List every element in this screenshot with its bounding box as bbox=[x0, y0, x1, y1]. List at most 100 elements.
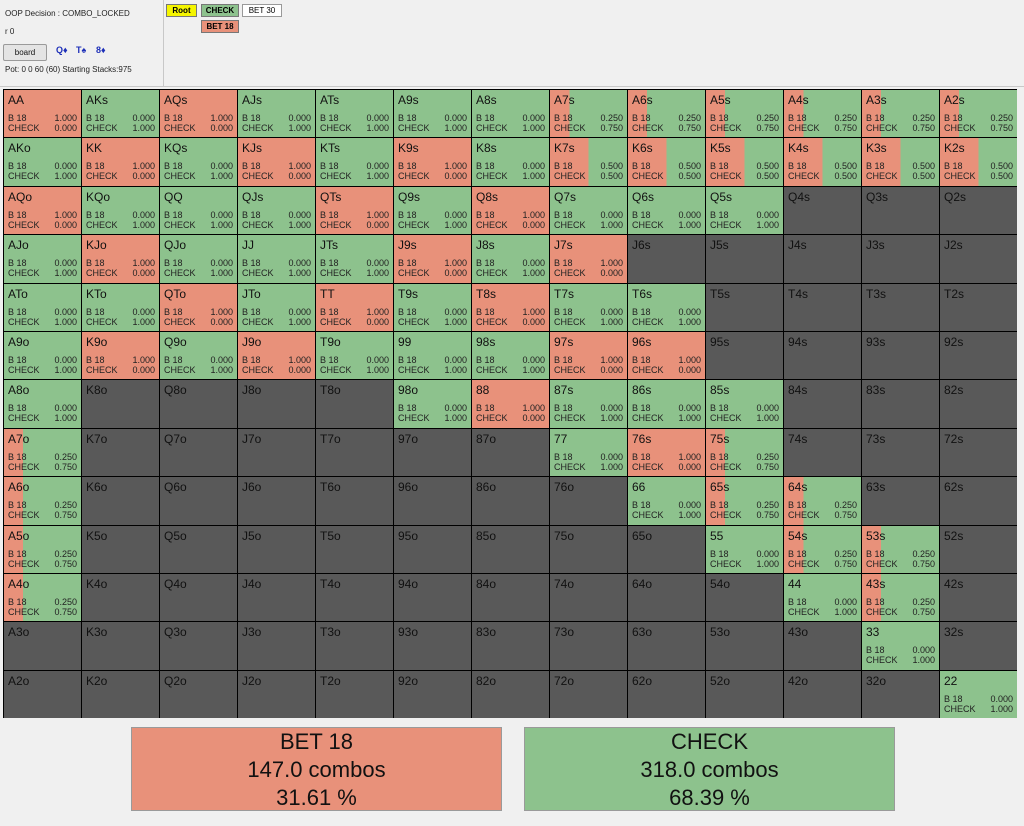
hand-cell[interactable]: QJo B 18 0.000 CHECK 1.000 bbox=[160, 235, 237, 283]
hand-cell[interactable]: JTs B 18 0.000 CHECK 1.000 bbox=[316, 235, 393, 283]
hand-cell[interactable]: Q2s bbox=[940, 186, 1017, 235]
hand-cell[interactable]: 54o bbox=[706, 574, 783, 622]
hand-cell[interactable]: 82o bbox=[472, 670, 549, 719]
hand-cell[interactable]: KK B 18 1.000 CHECK 0.000 bbox=[82, 138, 159, 186]
hand-cell[interactable]: A9s B 18 0.000 CHECK 1.000 bbox=[394, 90, 471, 138]
hand-cell[interactable]: 82s bbox=[940, 380, 1017, 428]
hand-cell[interactable]: K3o bbox=[82, 622, 159, 670]
hand-cell[interactable]: K4o bbox=[82, 574, 159, 622]
hand-cell[interactable]: 73o bbox=[550, 622, 627, 670]
hand-cell[interactable]: 72o bbox=[550, 670, 627, 719]
hand-cell[interactable]: 87o bbox=[472, 428, 549, 477]
hand-cell[interactable]: 95o bbox=[394, 525, 471, 573]
hand-cell[interactable]: 86o bbox=[472, 477, 549, 525]
hand-cell[interactable]: 96s B 18 1.000 CHECK 0.000 bbox=[628, 332, 705, 380]
hand-cell[interactable]: 62s bbox=[940, 477, 1017, 525]
tree-node-bet18[interactable]: BET 18 bbox=[201, 20, 239, 33]
hand-cell[interactable]: A8s B 18 0.000 CHECK 1.000 bbox=[472, 90, 549, 138]
hand-cell[interactable]: 96o bbox=[394, 477, 471, 525]
hand-cell[interactable]: A6s B 18 0.250 CHECK 0.750 bbox=[628, 90, 705, 138]
hand-cell[interactable]: K8o bbox=[82, 380, 159, 428]
hand-cell[interactable]: J5o bbox=[238, 525, 315, 573]
hand-cell[interactable]: 85o bbox=[472, 525, 549, 573]
hand-cell[interactable]: 72s bbox=[940, 428, 1017, 477]
hand-cell[interactable]: T8o bbox=[316, 380, 393, 428]
hand-cell[interactable]: AQo B 18 1.000 CHECK 0.000 bbox=[4, 186, 81, 235]
board-button[interactable]: board bbox=[3, 44, 47, 61]
hand-cell[interactable]: 95s bbox=[706, 332, 783, 380]
hand-cell[interactable]: AKs B 18 0.000 CHECK 1.000 bbox=[82, 90, 159, 138]
hand-cell[interactable]: K2s B 18 0.500 CHECK 0.500 bbox=[940, 138, 1017, 186]
hand-cell[interactable]: KQs B 18 0.000 CHECK 1.000 bbox=[160, 138, 237, 186]
hand-cell[interactable]: 93s bbox=[862, 332, 939, 380]
hand-cell[interactable]: J2o bbox=[238, 670, 315, 719]
hand-cell[interactable]: J8s B 18 0.000 CHECK 1.000 bbox=[472, 235, 549, 283]
hand-cell[interactable]: 75o bbox=[550, 525, 627, 573]
hand-cell[interactable]: T5o bbox=[316, 525, 393, 573]
hand-cell[interactable]: A2s B 18 0.250 CHECK 0.750 bbox=[940, 90, 1017, 138]
hand-cell[interactable]: AA B 18 1.000 CHECK 0.000 bbox=[4, 90, 81, 138]
hand-cell[interactable]: 52o bbox=[706, 670, 783, 719]
hand-cell[interactable]: Q9o B 18 0.000 CHECK 1.000 bbox=[160, 332, 237, 380]
hand-cell[interactable]: AJs B 18 0.000 CHECK 1.000 bbox=[238, 90, 315, 138]
hand-cell[interactable]: Q9s B 18 0.000 CHECK 1.000 bbox=[394, 186, 471, 235]
hand-cell[interactable]: AJo B 18 0.000 CHECK 1.000 bbox=[4, 235, 81, 283]
hand-cell[interactable]: 65s B 18 0.250 CHECK 0.750 bbox=[706, 477, 783, 525]
tree-node-root[interactable]: Root bbox=[166, 4, 197, 17]
hand-cell[interactable]: T6s B 18 0.000 CHECK 1.000 bbox=[628, 283, 705, 331]
hand-cell[interactable]: QTs B 18 1.000 CHECK 0.000 bbox=[316, 186, 393, 235]
hand-cell[interactable]: K5o bbox=[82, 525, 159, 573]
hand-cell[interactable]: 98o B 18 0.000 CHECK 1.000 bbox=[394, 380, 471, 428]
hand-cell[interactable]: 63s bbox=[862, 477, 939, 525]
hand-cell[interactable]: K7s B 18 0.500 CHECK 0.500 bbox=[550, 138, 627, 186]
hand-cell[interactable]: Q7o bbox=[160, 428, 237, 477]
hand-cell[interactable]: 32o bbox=[862, 670, 939, 719]
hand-cell[interactable]: A3s B 18 0.250 CHECK 0.750 bbox=[862, 90, 939, 138]
hand-cell[interactable]: J7s B 18 1.000 CHECK 0.000 bbox=[550, 235, 627, 283]
hand-cell[interactable]: A9o B 18 0.000 CHECK 1.000 bbox=[4, 332, 81, 380]
hand-cell[interactable]: J9s B 18 1.000 CHECK 0.000 bbox=[394, 235, 471, 283]
hand-cell[interactable]: 92s bbox=[940, 332, 1017, 380]
hand-cell[interactable]: 86s B 18 0.000 CHECK 1.000 bbox=[628, 380, 705, 428]
hand-cell[interactable]: KTs B 18 0.000 CHECK 1.000 bbox=[316, 138, 393, 186]
hand-cell[interactable]: 99 B 18 0.000 CHECK 1.000 bbox=[394, 332, 471, 380]
hand-cell[interactable]: A2o bbox=[4, 670, 81, 719]
hand-cell[interactable]: 44 B 18 0.000 CHECK 1.000 bbox=[784, 574, 861, 622]
hand-cell[interactable]: 54s B 18 0.250 CHECK 0.750 bbox=[784, 525, 861, 573]
hand-cell[interactable]: Q6o bbox=[160, 477, 237, 525]
hand-cell[interactable]: 52s bbox=[940, 525, 1017, 573]
hand-cell[interactable]: 94o bbox=[394, 574, 471, 622]
hand-cell[interactable]: K4s B 18 0.500 CHECK 0.500 bbox=[784, 138, 861, 186]
hand-cell[interactable]: 75s B 18 0.250 CHECK 0.750 bbox=[706, 428, 783, 477]
hand-cell[interactable]: J4o bbox=[238, 574, 315, 622]
hand-cell[interactable]: J6s bbox=[628, 235, 705, 283]
hand-cell[interactable]: 73s bbox=[862, 428, 939, 477]
hand-cell[interactable]: J2s bbox=[940, 235, 1017, 283]
hand-cell[interactable]: T2o bbox=[316, 670, 393, 719]
tree-node-check[interactable]: CHECK bbox=[201, 4, 239, 17]
hand-cell[interactable]: J9o B 18 1.000 CHECK 0.000 bbox=[238, 332, 315, 380]
hand-cell[interactable]: 33 B 18 0.000 CHECK 1.000 bbox=[862, 622, 939, 670]
hand-cell[interactable]: 42s bbox=[940, 574, 1017, 622]
hand-cell[interactable]: J4s bbox=[784, 235, 861, 283]
hand-cell[interactable]: JTo B 18 0.000 CHECK 1.000 bbox=[238, 283, 315, 331]
hand-cell[interactable]: A7o B 18 0.250 CHECK 0.750 bbox=[4, 428, 81, 477]
hand-cell[interactable]: 53s B 18 0.250 CHECK 0.750 bbox=[862, 525, 939, 573]
hand-cell[interactable]: K5s B 18 0.500 CHECK 0.500 bbox=[706, 138, 783, 186]
hand-cell[interactable]: Q3s bbox=[862, 186, 939, 235]
hand-cell[interactable]: T3o bbox=[316, 622, 393, 670]
hand-cell[interactable]: A5s B 18 0.250 CHECK 0.750 bbox=[706, 90, 783, 138]
hand-cell[interactable]: A3o bbox=[4, 622, 81, 670]
hand-cell[interactable]: 92o bbox=[394, 670, 471, 719]
hand-cell[interactable]: 97s B 18 1.000 CHECK 0.000 bbox=[550, 332, 627, 380]
hand-cell[interactable]: 84s bbox=[784, 380, 861, 428]
hand-cell[interactable]: 66 B 18 0.000 CHECK 1.000 bbox=[628, 477, 705, 525]
hand-cell[interactable]: T4o bbox=[316, 574, 393, 622]
hand-cell[interactable]: Q7s B 18 0.000 CHECK 1.000 bbox=[550, 186, 627, 235]
hand-cell[interactable]: 63o bbox=[628, 622, 705, 670]
hand-cell[interactable]: A4o B 18 0.250 CHECK 0.750 bbox=[4, 574, 81, 622]
hand-cell[interactable]: 65o bbox=[628, 525, 705, 573]
hand-cell[interactable]: T6o bbox=[316, 477, 393, 525]
hand-cell[interactable]: 32s bbox=[940, 622, 1017, 670]
hand-cell[interactable]: 83o bbox=[472, 622, 549, 670]
